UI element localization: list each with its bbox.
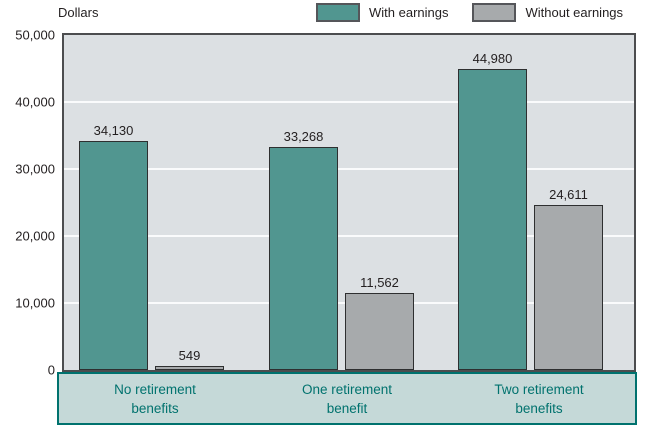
category-label-one-retirement-benefit: One retirement benefit bbox=[251, 374, 443, 423]
legend-swatch-without-earnings bbox=[472, 3, 517, 22]
gridline bbox=[64, 168, 634, 170]
legend-label: Without earnings bbox=[525, 5, 624, 20]
bar-value-label: 34,130 bbox=[93, 123, 134, 139]
bar-with-earnings-one-retirement-benefit: 33,268 bbox=[269, 129, 338, 370]
legend-item-with-earnings: With earnings bbox=[316, 3, 448, 22]
legend-swatch-with-earnings bbox=[316, 3, 360, 22]
gridline bbox=[64, 235, 634, 237]
y-tick-label: 40,000 bbox=[15, 94, 55, 110]
category-label-no-retirement-benefits: No retirement benefits bbox=[59, 374, 251, 423]
bar-with-earnings-no-retirement-benefits: 34,130 bbox=[79, 123, 148, 370]
legend-item-without-earnings: Without earnings bbox=[472, 3, 623, 22]
bar-without-earnings-two-retirement-benefits: 24,611 bbox=[534, 187, 603, 370]
y-tick-label: 10,000 bbox=[15, 295, 55, 311]
y-tick-label: 30,000 bbox=[15, 161, 55, 177]
y-tick-label: 0 bbox=[47, 362, 55, 378]
y-tick-label: 50,000 bbox=[15, 27, 55, 43]
bar-value-label: 549 bbox=[178, 348, 201, 364]
category-label-line: One retirement bbox=[301, 382, 393, 397]
category-label-line: benefits bbox=[515, 400, 563, 416]
bar-with-earnings-two-retirement-benefits: 44,980 bbox=[458, 51, 527, 370]
category-label-two-retirement-benefits: Two retirement benefits bbox=[443, 374, 635, 423]
gridline bbox=[64, 101, 634, 103]
x-axis-category-box: No retirement benefits One retirement benef… bbox=[57, 372, 637, 425]
category-label-line: benefit bbox=[326, 400, 368, 416]
category-label-line: benefits bbox=[131, 400, 179, 416]
bar-value-label: 33,268 bbox=[283, 129, 324, 145]
category-label-line: Two retirement bbox=[494, 382, 584, 397]
bar-without-earnings-one-retirement-benefit: 11,562 bbox=[345, 275, 414, 370]
bar-without-earnings-no-retirement-benefits: 549 bbox=[155, 348, 224, 370]
bar-value-label: 44,980 bbox=[472, 50, 513, 66]
y-tick-label: 20,000 bbox=[15, 228, 55, 244]
legend-label: With earnings bbox=[369, 5, 449, 20]
legend: With earnings Without earnings bbox=[316, 3, 623, 22]
bar-value-label: 24,611 bbox=[549, 187, 588, 203]
bar-value-label: 11,562 bbox=[360, 274, 399, 290]
plot-area: 34,130 549 33,268 11,562 44,980 24,611 bbox=[62, 33, 636, 372]
y-axis-title: Dollars bbox=[58, 5, 99, 20]
category-label-line: No retirement bbox=[114, 382, 196, 397]
